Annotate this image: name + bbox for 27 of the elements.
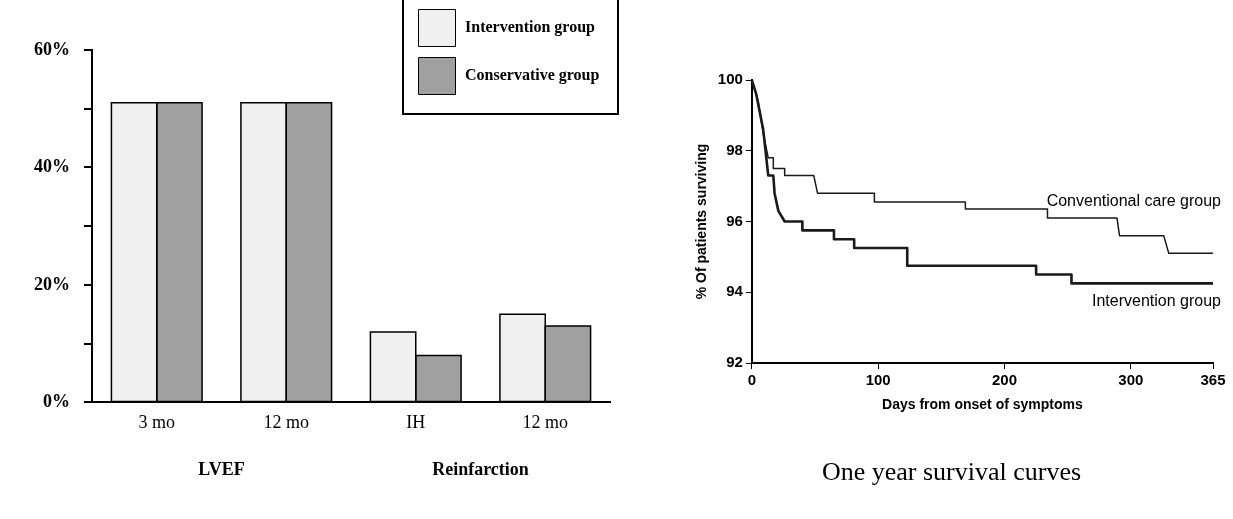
text: Reinfarction — [432, 459, 529, 480]
x-tick-label: 300 — [1118, 371, 1144, 389]
legend-label: Conservative group — [465, 66, 600, 85]
x-tick-label: 3 mo — [138, 411, 176, 432]
y-axis-title: % Of patients surviving — [693, 143, 710, 300]
text: One year survival curves — [821, 457, 1082, 487]
x-tick-label: 365 — [1200, 371, 1226, 389]
series-label: Intervention group — [1092, 291, 1222, 309]
legend-label: Intervention group — [465, 18, 596, 37]
y-tick-label: 20% — [34, 273, 70, 294]
y-tick-label: 60% — [34, 38, 70, 59]
y-tick-label: 40% — [34, 156, 70, 177]
text: LVEF — [198, 459, 245, 480]
x-tick-label: 100 — [865, 371, 891, 389]
y-tick-label: 96 — [726, 211, 743, 229]
x-tick-label: 0 — [747, 371, 756, 389]
x-tick-label: IH — [406, 411, 426, 432]
x-tick-label: 12 mo — [263, 411, 310, 432]
y-tick-label: 92 — [726, 353, 743, 371]
x-tick-label: 200 — [992, 371, 1018, 389]
series-label: Conventional care group — [1046, 191, 1222, 209]
x-tick-label: 12 mo — [522, 411, 569, 432]
y-tick-label: 0% — [43, 391, 70, 412]
y-tick-label: 98 — [726, 140, 743, 158]
x-axis-title: Days from onset of symptoms — [882, 396, 1083, 413]
y-tick-label: 100 — [717, 70, 743, 88]
y-tick-label: 94 — [726, 282, 744, 300]
